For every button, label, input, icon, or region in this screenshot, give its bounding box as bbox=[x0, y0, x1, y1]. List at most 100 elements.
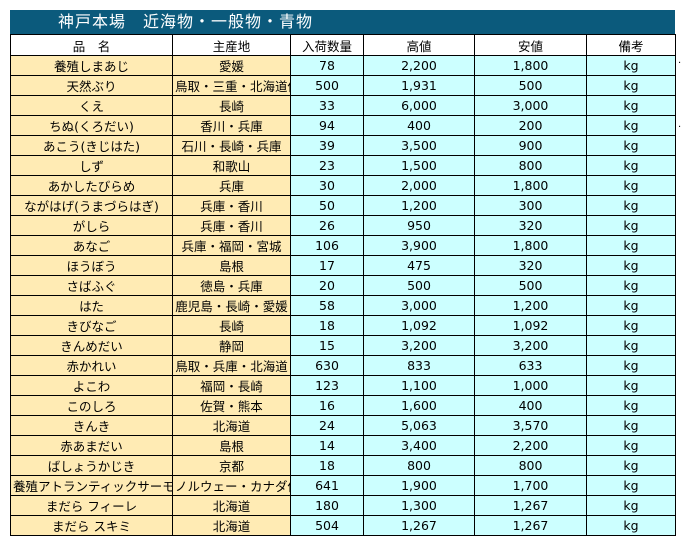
table-row: しず 和歌山 23 1,500 800 kg bbox=[10, 155, 676, 176]
quantity-cell: 123 bbox=[290, 375, 364, 396]
quantity-cell: 20 bbox=[290, 275, 364, 296]
remarks-cell: kg bbox=[586, 495, 676, 516]
origin-cell: 京都 bbox=[172, 455, 291, 476]
high-price-cell: 3,900 bbox=[363, 235, 475, 256]
remarks-cell: kg bbox=[586, 375, 676, 396]
table-header-row: 品 名 主産地 入荷数量 高値 安値 備考 bbox=[10, 34, 676, 56]
item-name-cell: きんき bbox=[10, 415, 173, 436]
table-row: あなご 兵庫・福岡・宮城 106 3,900 1,800 kg bbox=[10, 235, 676, 256]
quantity-cell: 630 bbox=[290, 355, 364, 376]
quantity-cell: 50 bbox=[290, 195, 364, 216]
low-price-cell: 2,200 bbox=[474, 435, 587, 456]
item-name-cell: 天然ぶり bbox=[10, 75, 173, 96]
high-price-cell: 1,092 bbox=[363, 315, 475, 336]
table-row: 赤かれい 鳥取・兵庫・北海道 630 833 633 kg bbox=[10, 355, 676, 376]
low-price-cell: 800 bbox=[474, 455, 587, 476]
low-price-cell: 1,200 bbox=[474, 295, 587, 316]
side-mark: · bbox=[678, 58, 682, 69]
high-price-cell: 1,900 bbox=[363, 475, 475, 496]
origin-cell: 兵庫 bbox=[172, 175, 291, 196]
header-remarks: 備考 bbox=[586, 34, 676, 56]
quantity-cell: 39 bbox=[290, 135, 364, 156]
high-price-cell: 2,000 bbox=[363, 175, 475, 196]
table-row: くえ 長崎 33 6,000 3,000 kg bbox=[10, 95, 676, 116]
table-row: ちぬ(くろだい) 香川・兵庫 94 400 200 kg bbox=[10, 115, 676, 136]
item-name-cell: くえ bbox=[10, 95, 173, 116]
quantity-cell: 30 bbox=[290, 175, 364, 196]
remarks-cell: kg bbox=[586, 275, 676, 296]
low-price-cell: 200 bbox=[474, 115, 587, 136]
item-name-cell: がしら bbox=[10, 215, 173, 236]
quantity-cell: 17 bbox=[290, 255, 364, 276]
remarks-cell: kg bbox=[586, 155, 676, 176]
low-price-cell: 1,267 bbox=[474, 515, 587, 536]
item-name-cell: 赤あまだい bbox=[10, 435, 173, 456]
quantity-cell: 18 bbox=[290, 315, 364, 336]
origin-cell: 北海道 bbox=[172, 515, 291, 536]
origin-cell: 徳島・兵庫 bbox=[172, 275, 291, 296]
origin-cell: 鹿児島・長崎・愛媛 bbox=[172, 295, 291, 316]
header-origin: 主産地 bbox=[172, 34, 291, 56]
origin-cell: 鳥取・三重・北海道他 bbox=[172, 75, 291, 96]
origin-cell: 北海道 bbox=[172, 495, 291, 516]
page-title: 神戸本場 近海物・一般物・青物 bbox=[10, 10, 675, 34]
origin-cell: 和歌山 bbox=[172, 155, 291, 176]
remarks-cell: kg bbox=[586, 315, 676, 336]
remarks-cell: kg bbox=[586, 515, 676, 536]
item-name-cell: ばしょうかじき bbox=[10, 455, 173, 476]
origin-cell: 兵庫・香川 bbox=[172, 215, 291, 236]
remarks-cell: kg bbox=[586, 55, 676, 76]
table-row: きんめだい 静岡 15 3,200 3,200 kg bbox=[10, 335, 676, 356]
origin-cell: 静岡 bbox=[172, 335, 291, 356]
high-price-cell: 1,500 bbox=[363, 155, 475, 176]
quantity-cell: 78 bbox=[290, 55, 364, 76]
remarks-cell: kg bbox=[586, 235, 676, 256]
quantity-cell: 94 bbox=[290, 115, 364, 136]
item-name-cell: ながはげ(うまづらはぎ) bbox=[10, 195, 173, 216]
quantity-cell: 18 bbox=[290, 455, 364, 476]
origin-cell: 愛媛 bbox=[172, 55, 291, 76]
low-price-cell: 1,267 bbox=[474, 495, 587, 516]
remarks-cell: kg bbox=[586, 115, 676, 136]
price-table: 品 名 主産地 入荷数量 高値 安値 備考 養殖しまあじ 愛媛 78 2,200 1,8… bbox=[10, 34, 676, 536]
table-row: ほうぼう 島根 17 475 320 kg bbox=[10, 255, 676, 276]
low-price-cell: 400 bbox=[474, 395, 587, 416]
item-name-cell: あこう(きじはた) bbox=[10, 135, 173, 156]
high-price-cell: 1,300 bbox=[363, 495, 475, 516]
remarks-cell: kg bbox=[586, 355, 676, 376]
item-name-cell: あなご bbox=[10, 235, 173, 256]
origin-cell: 長崎 bbox=[172, 95, 291, 116]
origin-cell: 石川・長崎・兵庫 bbox=[172, 135, 291, 156]
quantity-cell: 641 bbox=[290, 475, 364, 496]
table-row: がしら 兵庫・香川 26 950 320 kg bbox=[10, 215, 676, 236]
remarks-cell: kg bbox=[586, 415, 676, 436]
origin-cell: 佐賀・熊本 bbox=[172, 395, 291, 416]
item-name-cell: きんめだい bbox=[10, 335, 173, 356]
table-body: 養殖しまあじ 愛媛 78 2,200 1,800 kg 天然ぶり 鳥取・三重・北海道他 500 1… bbox=[10, 55, 676, 536]
remarks-cell: kg bbox=[586, 175, 676, 196]
side-mark: · bbox=[678, 122, 682, 133]
high-price-cell: 2,200 bbox=[363, 55, 475, 76]
high-price-cell: 1,931 bbox=[363, 75, 475, 96]
item-name-cell: 赤かれい bbox=[10, 355, 173, 376]
quantity-cell: 26 bbox=[290, 215, 364, 236]
low-price-cell: 1,700 bbox=[474, 475, 587, 496]
low-price-cell: 633 bbox=[474, 355, 587, 376]
high-price-cell: 500 bbox=[363, 275, 475, 296]
remarks-cell: kg bbox=[586, 395, 676, 416]
table-row: さばふぐ 徳島・兵庫 20 500 500 kg bbox=[10, 275, 676, 296]
table-row: このしろ 佐賀・熊本 16 1,600 400 kg bbox=[10, 395, 676, 416]
quantity-cell: 106 bbox=[290, 235, 364, 256]
high-price-cell: 3,000 bbox=[363, 295, 475, 316]
quantity-cell: 33 bbox=[290, 95, 364, 116]
low-price-cell: 1,800 bbox=[474, 175, 587, 196]
high-price-cell: 950 bbox=[363, 215, 475, 236]
table-row: 養殖アトランティックサーモン ノルウェー・カナダ他 641 1,900 1,700 kg bbox=[10, 475, 676, 496]
origin-cell: 鳥取・兵庫・北海道 bbox=[172, 355, 291, 376]
low-price-cell: 300 bbox=[474, 195, 587, 216]
table-row: きびなご 長崎 18 1,092 1,092 kg bbox=[10, 315, 676, 336]
quantity-cell: 15 bbox=[290, 335, 364, 356]
quantity-cell: 500 bbox=[290, 75, 364, 96]
remarks-cell: kg bbox=[586, 335, 676, 356]
origin-cell: 島根 bbox=[172, 435, 291, 456]
